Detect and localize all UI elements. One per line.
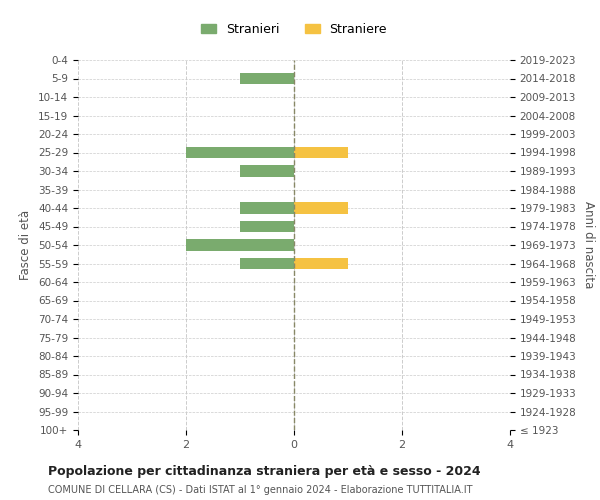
Y-axis label: Fasce di età: Fasce di età — [19, 210, 32, 280]
Y-axis label: Anni di nascita: Anni di nascita — [582, 202, 595, 288]
Bar — [240, 73, 294, 84]
Bar — [186, 240, 294, 250]
Bar — [240, 202, 294, 213]
Bar — [240, 258, 294, 269]
Bar — [294, 147, 348, 158]
Bar — [294, 202, 348, 213]
Bar — [240, 221, 294, 232]
Legend: Stranieri, Straniere: Stranieri, Straniere — [196, 18, 392, 41]
Bar — [186, 147, 294, 158]
Bar — [240, 166, 294, 176]
Bar — [294, 258, 348, 269]
Text: COMUNE DI CELLARA (CS) - Dati ISTAT al 1° gennaio 2024 - Elaborazione TUTTITALIA: COMUNE DI CELLARA (CS) - Dati ISTAT al 1… — [48, 485, 473, 495]
Text: Popolazione per cittadinanza straniera per età e sesso - 2024: Popolazione per cittadinanza straniera p… — [48, 465, 481, 478]
